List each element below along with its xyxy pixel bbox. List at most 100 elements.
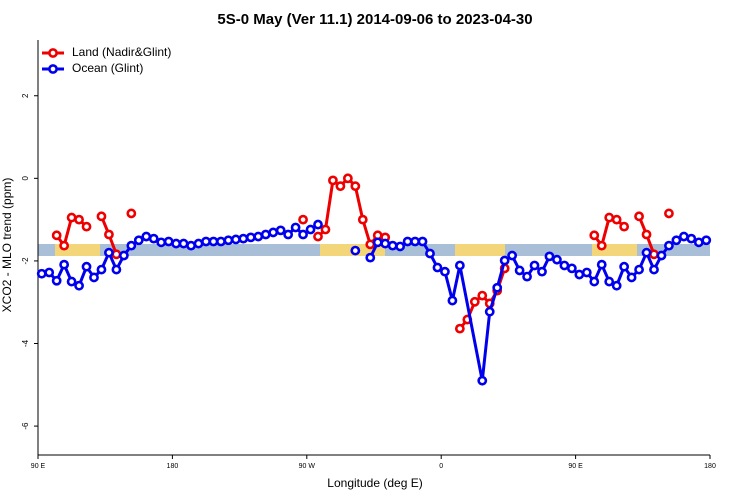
y-tick-label: -4 — [21, 339, 30, 347]
data-point — [619, 261, 630, 272]
data-point — [245, 232, 256, 243]
data-point — [641, 247, 652, 258]
data-point — [678, 231, 689, 242]
data-point — [514, 265, 525, 276]
data-point — [469, 296, 480, 307]
data-point — [320, 224, 331, 235]
data-point — [298, 214, 308, 225]
data-point — [641, 229, 652, 240]
data-point — [649, 249, 659, 260]
data-point — [574, 269, 585, 280]
y-tick-label: -2 — [21, 257, 30, 265]
data-point — [201, 236, 211, 247]
data-point — [701, 235, 712, 246]
data-point — [283, 229, 294, 240]
data-point — [238, 233, 249, 244]
data-point — [656, 250, 667, 261]
chart-title: 5S-0 May (Ver 11.1) 2014-09-06 to 2023-0… — [217, 11, 532, 28]
data-point — [589, 276, 600, 287]
data-point — [454, 323, 465, 334]
data-point — [604, 212, 615, 223]
data-point — [126, 208, 137, 219]
data-point — [552, 254, 562, 265]
data-point — [230, 234, 241, 245]
data-point — [96, 211, 107, 222]
data-point — [104, 247, 114, 258]
data-point — [59, 240, 70, 251]
data-point — [693, 237, 704, 248]
y-tick-label: 2 — [21, 93, 30, 98]
data-point — [89, 272, 99, 283]
data-point — [268, 227, 279, 238]
data-point — [253, 231, 264, 242]
data-point — [186, 240, 196, 251]
data-point — [111, 249, 122, 260]
y-axis-label: XCO2 - MLO trend (ppm) — [0, 178, 14, 313]
data-point — [51, 275, 62, 286]
data-point — [611, 214, 622, 225]
data-point — [686, 233, 697, 244]
data-point — [387, 240, 398, 251]
data-point — [410, 236, 420, 247]
data-point — [634, 264, 644, 275]
x-tick-label: 180 — [704, 463, 716, 470]
data-point — [59, 259, 70, 270]
data-point — [74, 280, 84, 291]
data-point — [223, 235, 234, 246]
data-point — [425, 248, 435, 259]
data-point — [477, 290, 488, 301]
data-point — [589, 230, 600, 241]
data-point — [208, 236, 219, 247]
data-point — [559, 260, 570, 271]
data-point — [148, 233, 159, 244]
data-point — [335, 181, 346, 192]
data-point — [36, 268, 47, 279]
data-point — [156, 237, 167, 248]
data-point — [604, 276, 615, 287]
data-point — [104, 229, 114, 240]
legend-label: Land (Nadir&Glint) — [72, 45, 171, 59]
data-point — [193, 238, 204, 249]
data-point — [328, 175, 338, 186]
data-point — [44, 267, 55, 278]
data-point — [499, 255, 510, 266]
data-point — [350, 245, 361, 256]
data-point — [118, 250, 129, 261]
x-tick-label: 180 — [167, 463, 179, 470]
data-point — [66, 276, 77, 287]
x-tick-label: 90 E — [568, 463, 583, 470]
data-point — [111, 264, 122, 275]
data-point — [544, 251, 555, 262]
y-tick-label: -6 — [21, 422, 30, 430]
data-point — [529, 260, 540, 271]
data-point — [74, 214, 84, 225]
data-point — [537, 266, 547, 277]
data-point — [447, 295, 458, 306]
data-point — [507, 250, 518, 261]
data-point — [477, 375, 488, 386]
land-band — [455, 244, 505, 256]
data-point — [171, 238, 182, 249]
data-point — [350, 181, 361, 192]
legend-label: Ocean (Glint) — [72, 61, 143, 75]
data-point — [313, 219, 323, 230]
data-point — [395, 241, 406, 252]
data-point — [126, 240, 137, 251]
data-point — [216, 236, 226, 247]
data-point — [66, 212, 77, 223]
data-point — [313, 231, 323, 242]
data-point — [260, 229, 271, 240]
data-point — [380, 238, 391, 249]
legend-marker — [48, 48, 58, 58]
data-point — [566, 263, 577, 274]
data-point — [664, 240, 674, 251]
x-axis-label: Longitude (deg E) — [327, 476, 422, 490]
data-point — [634, 211, 644, 222]
data-point — [581, 267, 592, 278]
data-point — [51, 230, 62, 241]
data-point — [81, 261, 92, 272]
data-point — [432, 262, 443, 273]
data-point — [671, 235, 682, 246]
data-point — [298, 229, 308, 240]
